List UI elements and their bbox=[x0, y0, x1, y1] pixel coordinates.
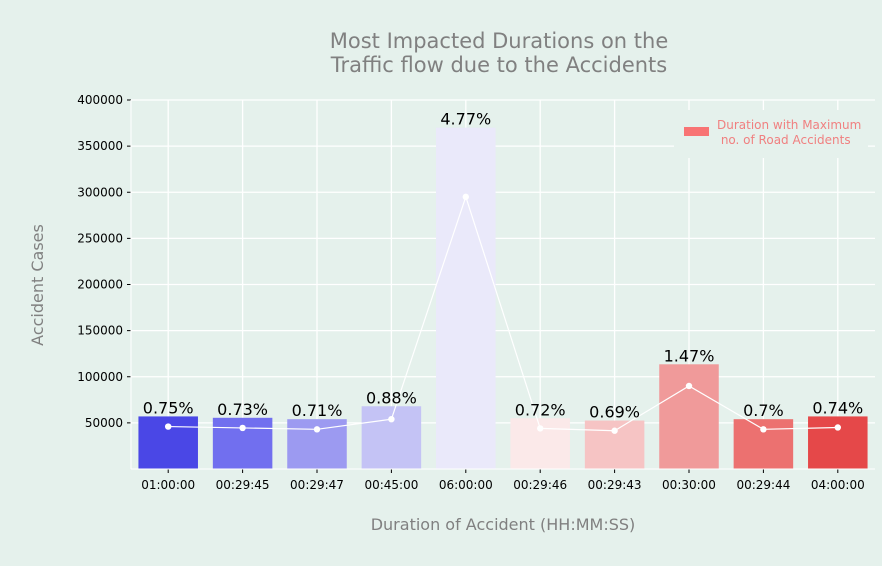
series-point bbox=[834, 424, 841, 431]
x-tick-label: 00:30:00 bbox=[662, 478, 716, 492]
x-tick-label: 00:29:44 bbox=[736, 478, 790, 492]
percent-label: 0.73% bbox=[217, 400, 268, 419]
x-tick-label: 00:29:45 bbox=[216, 478, 270, 492]
y-tick-label: 250000 bbox=[77, 231, 123, 245]
x-tick-label: 06:00:00 bbox=[439, 478, 493, 492]
bar bbox=[361, 406, 422, 469]
x-tick-label: 00:29:47 bbox=[290, 478, 344, 492]
x-tick-label: 00:29:43 bbox=[588, 478, 642, 492]
x-tick-label: 04:00:00 bbox=[811, 478, 865, 492]
x-axis-label: Duration of Accident (HH:MM:SS) bbox=[371, 515, 636, 534]
y-tick-label: 350000 bbox=[77, 139, 123, 153]
percent-label: 0.72% bbox=[515, 400, 566, 419]
percent-label: 0.71% bbox=[292, 401, 343, 420]
series-point bbox=[388, 415, 395, 423]
y-tick-label: 50000 bbox=[85, 416, 123, 430]
series-point bbox=[462, 193, 469, 201]
series-point bbox=[537, 425, 544, 432]
x-tick-label: 00:29:46 bbox=[513, 478, 567, 492]
bar bbox=[436, 127, 496, 470]
percent-label: 0.75% bbox=[143, 398, 194, 417]
chart-title-line: Most Impacted Durations on the bbox=[330, 29, 669, 53]
x-tick-label: 00:45:00 bbox=[364, 478, 418, 492]
series-line bbox=[168, 194, 838, 432]
x-axis-ticks: 01:00:00 00:29:45 00:29:47 00:45:00 06:00:00… bbox=[141, 469, 865, 492]
legend-label: Duration with Maximum no. of Road Accide… bbox=[717, 118, 861, 147]
series-point bbox=[685, 382, 693, 390]
y-axis-label: Accident Cases bbox=[28, 224, 47, 346]
bars bbox=[138, 127, 868, 470]
y-tick-label: 400000 bbox=[77, 93, 123, 107]
percent-labels: 0.75% 0.73% 0.71% 0.88% 4.77% 0.72% 0.69% 1.47%… bbox=[143, 110, 863, 422]
series-point bbox=[313, 426, 321, 433]
series-point bbox=[239, 424, 246, 432]
y-tick-label: 150000 bbox=[77, 324, 123, 338]
percent-label: 0.69% bbox=[589, 403, 640, 422]
series-point bbox=[611, 427, 618, 434]
legend-label-line: Duration with Maximum bbox=[717, 118, 861, 132]
percent-label: 0.88% bbox=[366, 388, 417, 407]
x-tick-label: 01:00:00 bbox=[141, 478, 195, 492]
chart-title-line: Traffic flow due to the Accidents bbox=[330, 53, 667, 77]
bar bbox=[659, 364, 719, 469]
y-axis-ticks: 50000 100000 150000 200000 250000 300000 35000… bbox=[77, 93, 131, 430]
legend: Duration with Maximum no. of Road Accide… bbox=[674, 110, 868, 158]
legend-label-line: no. of Road Accidents bbox=[717, 133, 851, 147]
chart-title: Most Impacted Durations on the Traffic fl… bbox=[330, 29, 669, 77]
line-series bbox=[165, 193, 841, 434]
percent-label: 4.77% bbox=[440, 110, 491, 129]
percent-label: 0.74% bbox=[812, 398, 863, 417]
percent-label: 1.47% bbox=[664, 346, 715, 365]
percent-label: 0.7% bbox=[743, 401, 784, 420]
y-tick-label: 100000 bbox=[77, 370, 123, 384]
legend-swatch bbox=[684, 127, 709, 136]
y-tick-label: 200000 bbox=[77, 278, 123, 292]
y-tick-label: 300000 bbox=[77, 185, 123, 199]
series-point bbox=[165, 423, 172, 430]
x-gridlines bbox=[167, 100, 839, 469]
series-point bbox=[760, 426, 767, 433]
